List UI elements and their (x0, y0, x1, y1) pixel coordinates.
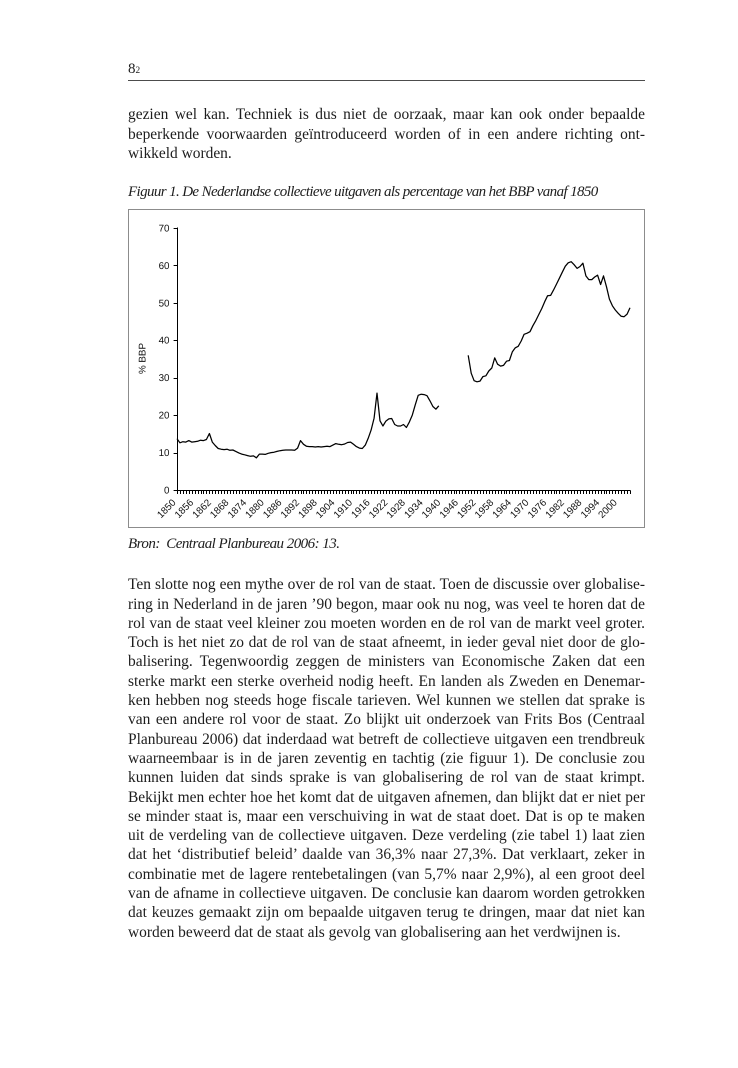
svg-text:% BBP: % BBP (138, 343, 149, 375)
svg-text:50: 50 (159, 298, 170, 309)
svg-text:10: 10 (159, 448, 170, 459)
svg-text:30: 30 (159, 373, 170, 384)
svg-text:60: 60 (159, 261, 170, 272)
svg-text:40: 40 (159, 336, 170, 347)
svg-text:20: 20 (159, 411, 170, 422)
svg-text:0: 0 (164, 485, 170, 496)
svg-text:70: 70 (159, 223, 170, 234)
